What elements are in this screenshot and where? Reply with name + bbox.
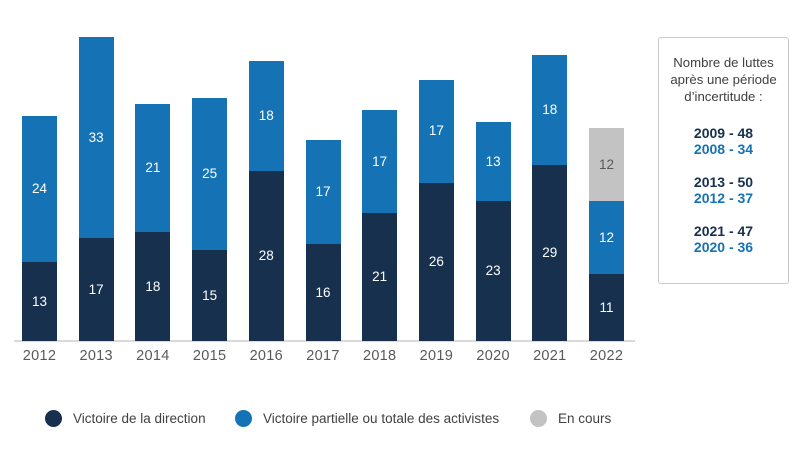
bar-segment: 21 <box>135 103 171 232</box>
x-axis-label: 2014 <box>136 348 170 364</box>
bar-segment: 23 <box>475 201 511 341</box>
bar-segment: 25 <box>192 97 228 250</box>
bar-segment: 15 <box>192 249 228 341</box>
navy-circle-icon <box>45 409 62 427</box>
blue-circle-icon <box>235 409 252 427</box>
bar-segment: 12 <box>589 201 624 275</box>
bar-segment: 17 <box>305 140 341 244</box>
stacked-bar-chart: 13 24 2012 17 33 2013 18 21 2014 15 25 2015 28 18 2016… <box>14 37 635 364</box>
bar-value-label: 21 <box>372 269 388 285</box>
bar-value-label: 28 <box>258 248 274 264</box>
bar-value-label: 12 <box>598 156 615 172</box>
side-panel-title-line: Nombre de luttes <box>673 55 774 70</box>
bar-segment: 21 <box>362 213 398 341</box>
bar-segment: 17 <box>362 109 398 214</box>
bar-value-label: 24 <box>31 181 48 197</box>
bar-value-label: 23 <box>485 263 501 279</box>
bar-segment: 33 <box>78 37 114 238</box>
x-axis-label: 2017 <box>306 348 340 364</box>
bar-value-label: 18 <box>258 108 274 124</box>
legend-item-en-cours: En cours <box>530 409 611 427</box>
bar-segment: 17 <box>78 237 114 341</box>
bar-segment: 24 <box>22 116 57 262</box>
x-axis-label: 2019 <box>419 348 454 364</box>
bar-segment: 12 <box>589 128 624 202</box>
legend-label: Victoire de la direction <box>73 410 206 426</box>
bar-value-label: 26 <box>428 254 444 270</box>
bar-segment: 17 <box>418 79 454 183</box>
bar-value-label: 16 <box>315 284 331 300</box>
x-axis-label: 2015 <box>192 348 227 364</box>
pair-secondary-value: 2012 - 37 <box>693 189 754 206</box>
bar-segment: 18 <box>135 231 171 341</box>
bar-value-label: 11 <box>599 299 614 315</box>
pair-secondary-value: 2020 - 36 <box>693 238 754 255</box>
side-panel: Nombre de luttes après une période d’inc… <box>658 37 789 284</box>
pair-primary-value: 2009 - 48 <box>693 125 754 141</box>
bar-segment: 28 <box>248 170 284 341</box>
bar-segment: 11 <box>589 274 624 341</box>
side-panel-title: Nombre de luttes après une période d’inc… <box>659 54 788 105</box>
gray-circle-icon <box>530 409 547 427</box>
bar-value-label: 21 <box>145 159 161 175</box>
x-axis-line <box>14 340 635 342</box>
bar-value-label: 12 <box>598 229 615 245</box>
bar-value-label: 17 <box>428 123 444 139</box>
side-panel-title-line: d’incertitude : <box>684 89 763 104</box>
x-axis-label: 2013 <box>79 348 113 364</box>
bar-value-label: 33 <box>88 129 104 145</box>
bar-segment: 18 <box>248 61 284 171</box>
value-pair: 2013 - 50 2012 - 37 <box>659 174 788 206</box>
x-axis-label: 2022 <box>589 348 624 364</box>
bar-value-label: 29 <box>542 245 558 261</box>
bar-segment: 13 <box>22 261 57 341</box>
pair-secondary-value: 2008 - 34 <box>693 140 754 157</box>
bar-value-label: 15 <box>202 287 218 303</box>
bar-value-label: 17 <box>315 184 331 200</box>
x-axis-label: 2018 <box>362 348 397 364</box>
bar-value-label: 18 <box>542 102 558 118</box>
bar-value-label: 13 <box>485 153 501 169</box>
x-axis-label: 2021 <box>533 348 567 364</box>
pair-primary-value: 2013 - 50 <box>693 174 754 190</box>
legend-label: En cours <box>558 410 612 426</box>
bar-value-label: 25 <box>202 166 218 182</box>
bar-segment: 18 <box>532 55 568 165</box>
legend-item-activistes: Victoire partielle ou totale des activis… <box>235 409 499 427</box>
value-pair: 2009 - 48 2008 - 34 <box>659 125 788 157</box>
bar-segment: 13 <box>475 122 511 202</box>
legend-label: Victoire partielle ou totale des activis… <box>263 410 500 426</box>
legend-item-direction: Victoire de la direction <box>45 409 206 427</box>
pair-primary-value: 2021 - 47 <box>693 223 754 239</box>
bar-value-label: 17 <box>372 153 388 169</box>
x-axis-label: 2012 <box>22 348 57 364</box>
bar-value-label: 18 <box>145 278 161 294</box>
bar-segment: 29 <box>532 164 568 341</box>
bar-segment: 26 <box>418 182 454 341</box>
bar-value-label: 13 <box>31 293 48 309</box>
side-panel-values: 2009 - 48 2008 - 34 2013 - 50 2012 - 37 … <box>659 125 788 255</box>
side-panel-title-line: après une période <box>670 72 777 87</box>
bar-value-label: 17 <box>88 281 104 297</box>
x-axis-label: 2016 <box>249 348 284 364</box>
value-pair: 2021 - 47 2020 - 36 <box>659 223 788 255</box>
bar-segment: 16 <box>305 243 341 341</box>
x-axis-label: 2020 <box>476 348 510 364</box>
